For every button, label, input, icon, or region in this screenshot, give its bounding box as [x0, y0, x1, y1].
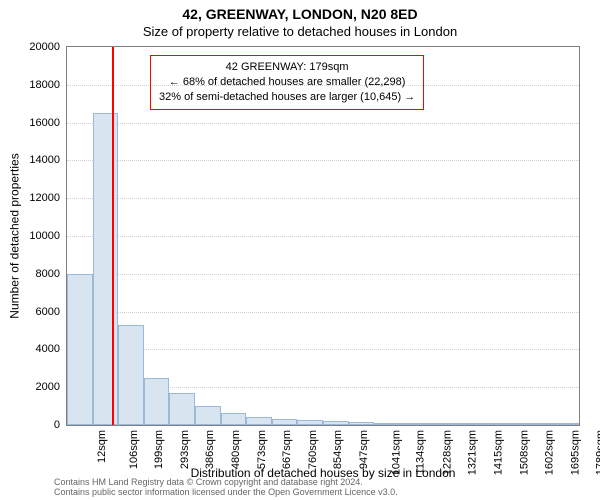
histogram-bar — [374, 423, 400, 425]
gridline — [67, 123, 579, 124]
histogram-bar — [169, 393, 195, 425]
x-tick-label: 106sqm — [128, 430, 140, 469]
x-tick-label: 854sqm — [333, 430, 345, 469]
x-tick-label: 1789sqm — [595, 430, 600, 475]
chart-subtitle: Size of property relative to detached ho… — [0, 24, 600, 39]
histogram-bar — [118, 325, 144, 425]
histogram-bar — [323, 421, 349, 425]
histogram-bar — [144, 378, 170, 425]
gridline — [67, 274, 579, 275]
y-tick-label: 18000 — [20, 79, 60, 91]
y-tick-label: 2000 — [20, 381, 60, 393]
y-tick-label: 10000 — [20, 230, 60, 242]
histogram-bar — [528, 423, 554, 425]
x-tick-label: 573sqm — [256, 430, 268, 469]
x-tick-label: 480sqm — [230, 430, 242, 469]
gridline — [67, 160, 579, 161]
y-tick-label: 20000 — [20, 41, 60, 53]
histogram-bar — [67, 274, 93, 425]
y-tick-label: 0 — [20, 419, 60, 431]
y-tick-label: 14000 — [20, 154, 60, 166]
property-marker-line — [112, 47, 114, 425]
y-tick-label: 8000 — [20, 268, 60, 280]
x-tick-label: 667sqm — [281, 430, 293, 469]
x-tick-label: 947sqm — [358, 430, 370, 469]
histogram-bar — [451, 423, 477, 425]
histogram-bar — [425, 423, 451, 425]
x-tick-label: 386sqm — [205, 430, 217, 469]
histogram-bar — [349, 422, 375, 425]
x-tick-label: 760sqm — [307, 430, 319, 469]
y-tick-label: 12000 — [20, 192, 60, 204]
gridline — [67, 349, 579, 350]
info-box-line: ← 68% of detached houses are smaller (22… — [159, 75, 415, 90]
gridline — [67, 236, 579, 237]
y-tick-label: 4000 — [20, 343, 60, 355]
histogram-bar — [93, 113, 119, 425]
y-tick-label: 16000 — [20, 117, 60, 129]
chart-root: 42, GREENWAY, LONDON, N20 8ED Size of pr… — [0, 0, 600, 500]
histogram-bar — [272, 419, 298, 425]
chart-title: 42, GREENWAY, LONDON, N20 8ED — [0, 6, 600, 22]
x-tick-label: 199sqm — [153, 430, 165, 469]
histogram-bar — [246, 417, 272, 426]
info-box-line: 42 GREENWAY: 179sqm — [159, 60, 415, 75]
info-box: 42 GREENWAY: 179sqm← 68% of detached hou… — [150, 55, 424, 110]
footer-attribution: Contains HM Land Registry data © Crown c… — [54, 478, 398, 498]
histogram-bar — [195, 406, 221, 425]
histogram-bar — [477, 423, 503, 425]
x-tick-label: 12sqm — [96, 430, 108, 463]
y-tick-label: 6000 — [20, 306, 60, 318]
histogram-bar — [553, 423, 579, 425]
x-tick-label: 293sqm — [179, 430, 191, 469]
gridline — [67, 198, 579, 199]
histogram-bar — [297, 420, 323, 425]
histogram-bar — [502, 423, 528, 425]
histogram-bar — [400, 423, 426, 425]
histogram-bar — [221, 413, 247, 425]
info-box-line: 32% of semi-detached houses are larger (… — [159, 90, 415, 105]
footer-line-2: Contains public sector information licen… — [54, 488, 398, 498]
plot-area: 42 GREENWAY: 179sqm← 68% of detached hou… — [66, 46, 580, 426]
gridline — [67, 312, 579, 313]
